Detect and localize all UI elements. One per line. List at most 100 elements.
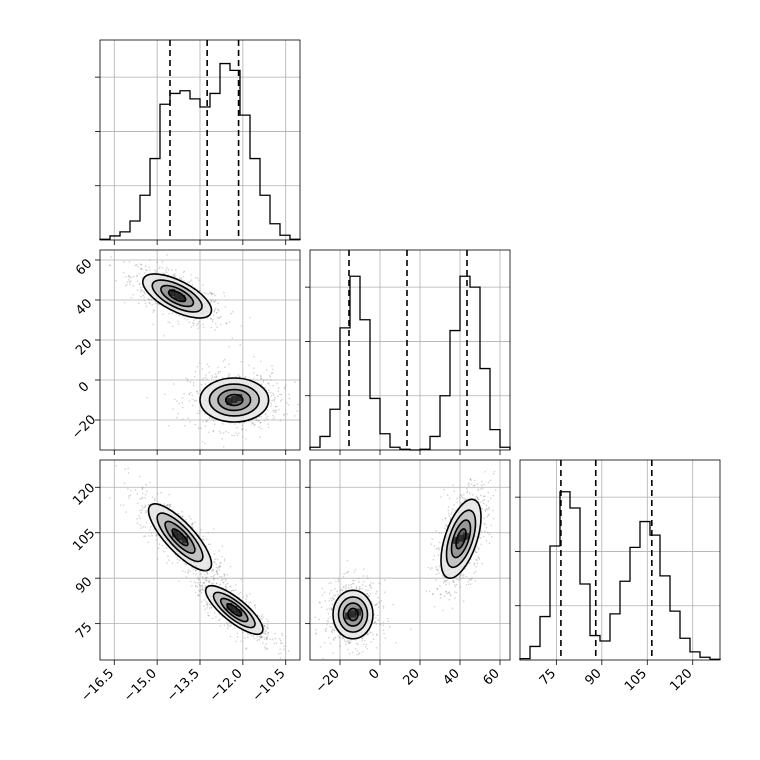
- scatter-point: [221, 578, 224, 581]
- scatter-point: [480, 543, 483, 546]
- scatter-point: [205, 292, 207, 295]
- scatter-point: [224, 306, 227, 308]
- scatter-point: [259, 421, 262, 424]
- scatter-point: [163, 503, 166, 505]
- scatter-point: [377, 606, 380, 608]
- scatter-point: [264, 648, 267, 650]
- scatter-point: [234, 423, 236, 425]
- scatter-point: [384, 637, 387, 639]
- scatter-point: [226, 627, 229, 630]
- scatter-point: [264, 633, 266, 635]
- scatter-point: [367, 632, 370, 635]
- density-peak: [236, 609, 243, 616]
- scatter-point: [226, 621, 228, 624]
- scatter-point: [231, 589, 234, 592]
- scatter-point: [224, 577, 227, 580]
- scatter-point: [236, 636, 239, 638]
- scatter-point: [197, 578, 200, 580]
- scatter-point: [239, 591, 242, 594]
- scatter-point: [212, 568, 215, 571]
- density-peak: [169, 289, 176, 296]
- scatter-point: [266, 637, 269, 639]
- scatter-point: [333, 639, 335, 641]
- scatter-point: [388, 626, 391, 628]
- scatter-point: [367, 633, 369, 636]
- scatter-point: [225, 579, 227, 581]
- scatter-point: [428, 590, 431, 593]
- scatter-point: [221, 376, 224, 379]
- scatter-point: [216, 573, 219, 575]
- scatter-point: [380, 599, 383, 602]
- scatter-point: [212, 577, 215, 580]
- scatter-point: [260, 636, 262, 639]
- scatter-point: [281, 642, 283, 645]
- scatter-point: [350, 583, 352, 586]
- scatter-point: [345, 584, 347, 586]
- scatter-point: [123, 302, 126, 304]
- scatter-point: [205, 569, 207, 572]
- scatter-point: [297, 662, 299, 664]
- scatter-point: [216, 316, 219, 319]
- scatter-point: [474, 550, 476, 552]
- scatter-point: [196, 586, 199, 588]
- scatter-point: [272, 409, 274, 412]
- scatter-point: [211, 582, 213, 584]
- scatter-point: [395, 641, 397, 644]
- scatter-point: [283, 414, 285, 417]
- scatter-point: [202, 377, 205, 380]
- scatter-point: [337, 635, 340, 637]
- scatter-point: [167, 321, 169, 323]
- scatter-point: [352, 579, 354, 582]
- scatter-point: [140, 263, 143, 266]
- scatter-point: [269, 391, 272, 394]
- scatter-point: [249, 316, 251, 319]
- contour-line: [332, 589, 374, 640]
- y-tick-label: 0: [76, 379, 92, 395]
- scatter-point: [346, 559, 349, 562]
- scatter-point: [267, 620, 269, 623]
- scatter-point: [449, 593, 451, 595]
- pair-panel-1-2: −20 0 20 40 60: [305, 459, 511, 696]
- scatter-point: [139, 286, 142, 289]
- scatter-point: [194, 423, 196, 426]
- scatter-point: [425, 590, 428, 592]
- scatter-point: [492, 517, 495, 520]
- scatter-point: [323, 641, 326, 644]
- scatter-point: [241, 424, 244, 427]
- scatter-point: [483, 495, 486, 497]
- scatter-point: [207, 614, 210, 617]
- scatter-point: [263, 636, 265, 638]
- scatter-point: [196, 324, 198, 326]
- scatter-point: [465, 498, 467, 501]
- scatter-point: [475, 495, 477, 498]
- scatter-point: [255, 417, 258, 420]
- scatter-point: [458, 579, 460, 581]
- scatter-point: [445, 584, 447, 586]
- scatter-point: [372, 633, 374, 636]
- scatter-point: [136, 493, 139, 495]
- scatter-point: [241, 428, 244, 430]
- scatter-point: [145, 483, 148, 486]
- scatter-point: [223, 575, 226, 577]
- scatter-point: [277, 664, 279, 666]
- scatter-point: [189, 280, 192, 283]
- scatter-point: [489, 497, 492, 499]
- scatter-point: [144, 493, 147, 496]
- scatter-point: [363, 568, 365, 571]
- scatter-point: [222, 423, 224, 425]
- axes-frame: [99, 39, 301, 241]
- scatter-point: [359, 587, 361, 590]
- scatter-point: [358, 652, 361, 654]
- scatter-point: [143, 535, 145, 537]
- scatter-point: [201, 576, 204, 578]
- scatter-point: [181, 515, 184, 518]
- scatter-point: [275, 409, 277, 412]
- scatter-point: [480, 507, 483, 510]
- scatter-point: [123, 261, 125, 263]
- scatter-point: [440, 496, 442, 498]
- scatter-point: [439, 593, 442, 596]
- scatter-point: [180, 277, 182, 279]
- scatter-point: [246, 595, 248, 598]
- scatter-point: [361, 640, 363, 642]
- scatter-point: [379, 623, 381, 626]
